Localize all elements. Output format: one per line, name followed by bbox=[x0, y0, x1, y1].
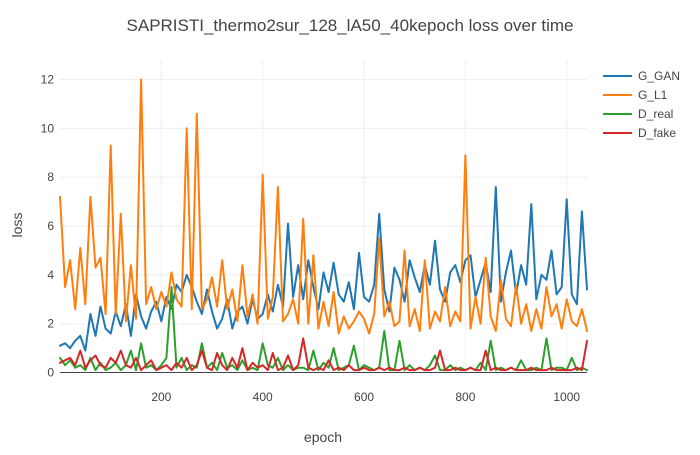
x-tick-label: 200 bbox=[151, 390, 171, 404]
legend-item-d-fake[interactable]: D_fake bbox=[603, 126, 676, 140]
legend-item-g-gan[interactable]: G_GAN bbox=[603, 69, 680, 83]
y-tick-label: 0 bbox=[47, 366, 54, 380]
series-line-g-l1 bbox=[59, 78, 588, 335]
legend-label: G_L1 bbox=[638, 88, 668, 102]
y-tick-label: 12 bbox=[41, 73, 55, 87]
legend-label: G_GAN bbox=[638, 69, 680, 83]
y-axis-title: loss bbox=[9, 213, 25, 238]
x-tick-label: 1000 bbox=[553, 390, 580, 404]
x-axis-title: epoch bbox=[304, 429, 342, 445]
y-tick-label: 8 bbox=[47, 170, 54, 184]
series-line-d-fake bbox=[59, 337, 588, 372]
legend-label: D_real bbox=[638, 107, 673, 121]
series-lines bbox=[59, 78, 588, 372]
x-tick-label: 800 bbox=[455, 390, 475, 404]
legend-label: D_fake bbox=[638, 126, 676, 140]
legend-item-g-l1[interactable]: G_L1 bbox=[603, 88, 668, 102]
legend[interactable]: G_GAN G_L1 D_real D_fake bbox=[603, 69, 680, 140]
chart-title: SAPRISTI_thermo2sur_128_lA50_40kepoch lo… bbox=[127, 16, 574, 35]
legend-item-d-real[interactable]: D_real bbox=[603, 107, 673, 121]
x-tick-label: 600 bbox=[354, 390, 374, 404]
series-line-g-gan bbox=[59, 186, 588, 352]
y-tick-label: 6 bbox=[47, 219, 54, 233]
y-tick-label: 4 bbox=[47, 268, 54, 282]
x-tick-label: 400 bbox=[253, 390, 273, 404]
y-tick-label: 2 bbox=[47, 317, 54, 331]
axes: 200 400 600 800 1000 0 2 4 6 8 10 12 bbox=[41, 73, 587, 404]
y-tick-label: 10 bbox=[41, 121, 55, 135]
